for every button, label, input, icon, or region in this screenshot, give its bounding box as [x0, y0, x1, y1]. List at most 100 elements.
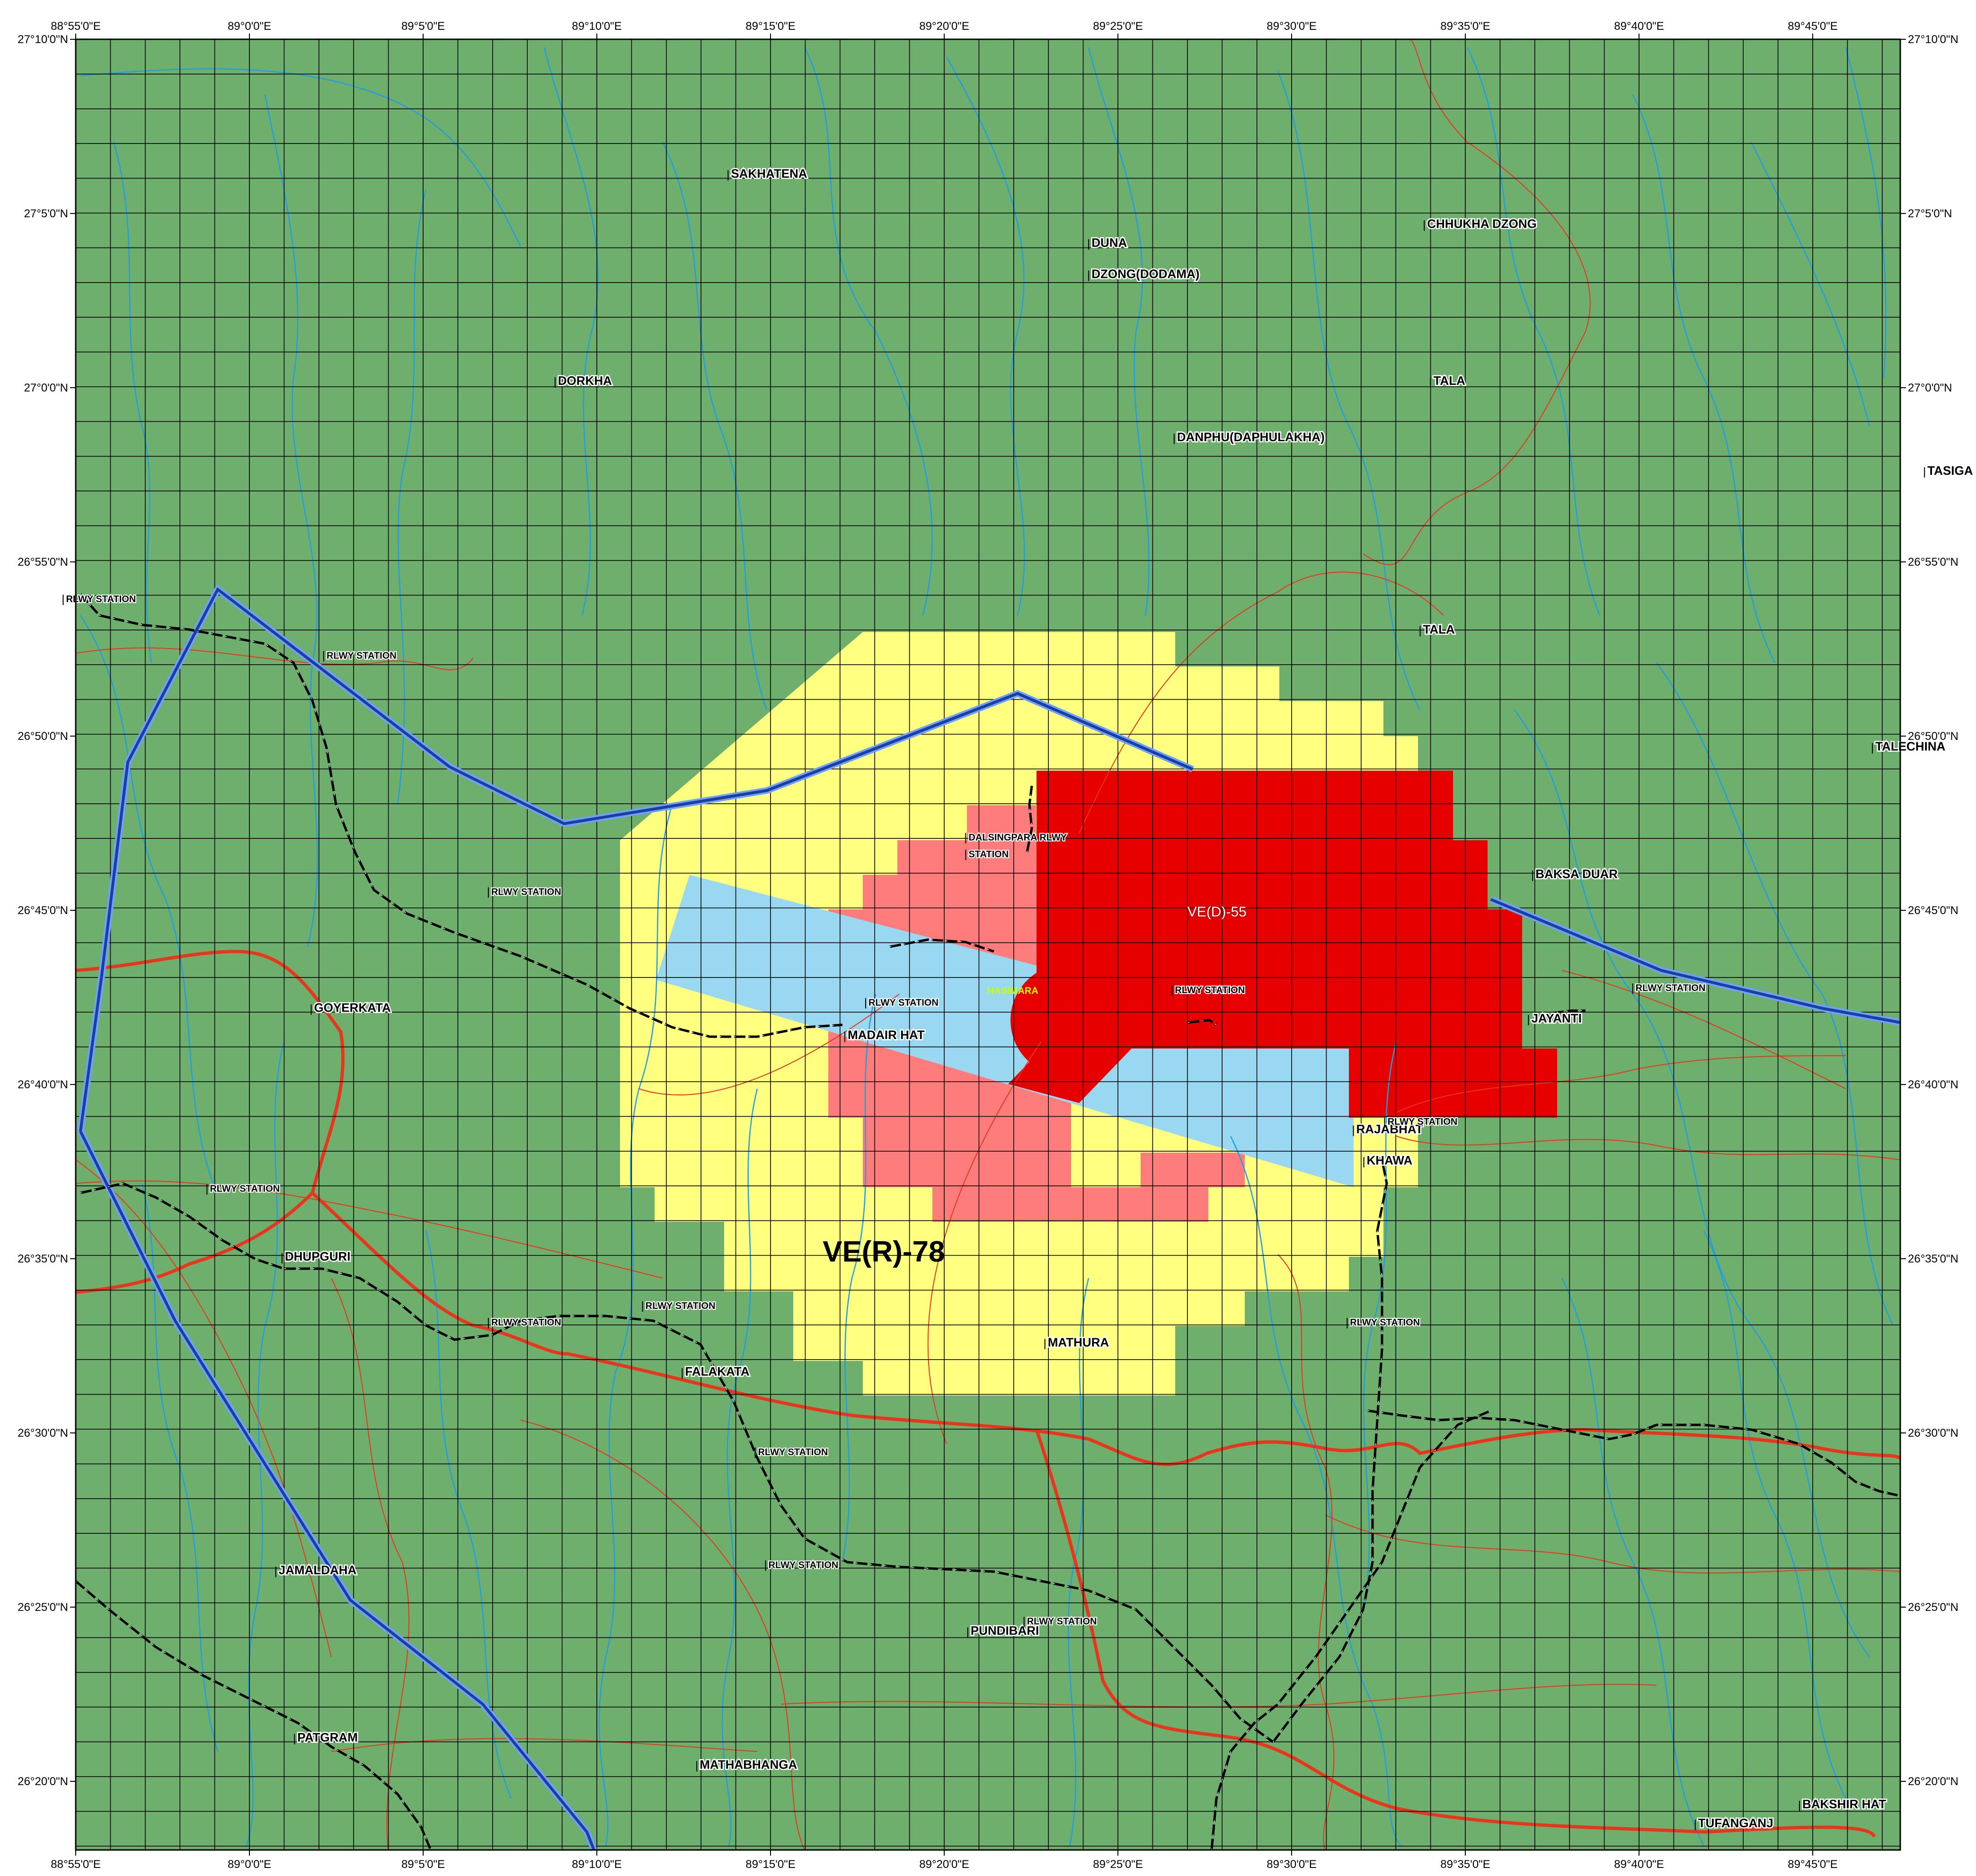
road-8: [331, 1278, 410, 1850]
place-baksa-duar: BAKSA DUAR: [1535, 867, 1618, 881]
station-rlwy-12: RLWY STATION: [758, 1447, 828, 1458]
place-tufanganj: TUFANGANJ: [1698, 1816, 1773, 1830]
lon-tick-top-9: 89°40'0"E: [1614, 20, 1664, 33]
river-27: [1561, 1278, 1705, 1847]
station-rlwy-8: RLWY STATION: [210, 1183, 280, 1194]
labels-layer: SAKHATENA CHHUKHA DZONG DUNA DZONG(DODAMA) D…: [62, 165, 1974, 1831]
station-rlwy-7: RLWY STATION: [1388, 1117, 1458, 1127]
river-18: [721, 1088, 758, 1847]
river-11: [1466, 47, 1601, 616]
main-road-3: [1035, 1429, 1876, 1838]
lon-tick-top-4: 89°15'0"E: [745, 20, 795, 33]
lon-tick-top-6: 89°25'0"E: [1093, 20, 1143, 33]
road-16: [1561, 970, 1846, 1089]
place-falakata: FALAKATA: [685, 1364, 749, 1378]
lat-tick-left-1: 27°5'0"N: [24, 207, 68, 220]
lon-tick-top-1: 89°0'0"E: [228, 20, 271, 33]
road-7: [1396, 1055, 1846, 1113]
place-madair-hat: MADAIR HAT: [848, 1028, 925, 1042]
river-4: [397, 189, 427, 805]
lon-tick-bottom-5: 89°20'0"E: [919, 1858, 969, 1871]
place-patgram: PATGRAM: [297, 1730, 358, 1744]
road-1: [75, 647, 474, 670]
lat-tick-right-8: 26°30'0"N: [1908, 1427, 1958, 1440]
red-zone-ver-d-55: [1037, 771, 1557, 1118]
place-tala-2: TALA: [1423, 622, 1455, 636]
lat-tick-left-0: 27°10'0"N: [18, 33, 68, 46]
place-jamaldaha: JAMALDAHA: [279, 1563, 357, 1577]
river-3: [264, 94, 318, 947]
lat-tick-right-3: 26°55'0"N: [1908, 556, 1958, 569]
station-rlwy-2: RLWY STATION: [327, 650, 397, 661]
railway-7: [1272, 1154, 1388, 1743]
lat-tick-left-4: 26°50'0"N: [18, 730, 68, 743]
place-rajabhat-khawa-1: RAJABHAT: [1356, 1122, 1423, 1136]
axis-ticks: 88°55'0"E 88°55'0"E 89°0'0"E 89°0'0"E 89°5'0…: [18, 20, 1958, 1871]
river-22: [1362, 1041, 1397, 1610]
lat-tick-right-7: 26°35'0"N: [1908, 1253, 1958, 1265]
lon-tick-bottom-2: 89°5'0"E: [401, 1858, 445, 1871]
border-layer: [77, 584, 1901, 1851]
station-rlwy-4: RLWY STATION: [868, 997, 939, 1008]
river-17: [598, 804, 673, 1847]
lat-tick-left-8: 26°30'0"N: [18, 1427, 68, 1440]
station-rlwy-13: RLWY STATION: [769, 1560, 839, 1570]
main-road-1: [75, 950, 1901, 1466]
railways-layer: [75, 593, 1901, 1850]
lon-tick-top-7: 89°30'0"E: [1267, 20, 1316, 33]
place-duna-dzong-2: DZONG(DODAMA): [1091, 267, 1199, 281]
river-7: [804, 47, 933, 616]
station-rlwy-5: RLWY STATION: [1175, 985, 1245, 996]
place-mathura: MATHURA: [1048, 1335, 1109, 1349]
railway-ties-3: [1027, 785, 1032, 853]
lon-tick-bottom-6: 89°25'0"E: [1093, 1858, 1143, 1871]
place-chhukha-dzong: CHHUKHA DZONG: [1427, 217, 1537, 231]
graticule-grid: [75, 39, 1900, 1850]
lat-tick-right-2: 27°0'0"N: [1908, 382, 1952, 394]
road-6: [1396, 1136, 1901, 1160]
place-dhupguri: DHUPGURI: [285, 1249, 351, 1263]
lat-tick-right-5: 26°45'0"N: [1908, 904, 1958, 917]
place-tasiga: TASIGA: [1927, 463, 1973, 478]
station-rlwy-11: RLWY STATION: [1350, 1317, 1420, 1328]
river-19: [842, 994, 877, 1563]
road-13: [1325, 1514, 1901, 1574]
railway-1: [80, 593, 843, 1038]
place-talechina: TALECHINA: [1875, 739, 1946, 754]
map-frame: [75, 38, 1901, 1851]
station-dalsingpara-1: DALSINGPARA RLWY: [968, 833, 1067, 843]
lon-tick-top-3: 89°10'0"E: [572, 20, 621, 33]
lat-tick-left-9: 26°25'0"N: [18, 1601, 68, 1614]
place-danphu: DANPHU(DAPHULAKHA): [1177, 430, 1325, 444]
lat-tick-right-4: 26°50'0"N: [1908, 730, 1958, 743]
airspace-zones: [620, 632, 1557, 1396]
station-rlwy-10: RLWY STATION: [646, 1301, 716, 1311]
roads-layer: [75, 39, 1901, 1850]
station-dalsingpara-2: STATION: [968, 849, 1009, 860]
place-pundibari: PUNDIBARI: [971, 1624, 1039, 1638]
place-mathabhanga: MATHABHANGA: [700, 1757, 797, 1771]
border-line-2: [79, 1130, 595, 1851]
lat-tick-right-0: 27°10'0"N: [1908, 33, 1958, 46]
lat-tick-left-5: 26°45'0"N: [18, 904, 68, 917]
river-13: [1750, 142, 1870, 427]
river-6: [662, 142, 768, 711]
zone-label-ver-d-55: VE(D)-55: [1187, 904, 1247, 920]
lon-tick-bottom-8: 89°35'0"E: [1440, 1858, 1490, 1871]
river-9: [1088, 47, 1150, 616]
border-line-3: [1490, 898, 1901, 1024]
runway-sector: [656, 875, 1354, 1187]
river-15: [1514, 710, 1870, 1657]
lat-tick-left-3: 26°55'0"N: [18, 556, 68, 569]
station-rlwy-1: RLWY STATION: [66, 594, 136, 605]
place-bakshir-hat: BAKSHIR HAT: [1802, 1797, 1886, 1811]
place-sakhatena: SAKHATENA: [731, 167, 807, 181]
railway-4: [1187, 1019, 1217, 1026]
lat-tick-right-10: 26°20'0"N: [1908, 1775, 1958, 1788]
river-8: [946, 56, 1025, 616]
lon-tick-bottom-4: 89°15'0"E: [745, 1858, 795, 1871]
main-road-2: [75, 1191, 314, 1294]
base-label-hasimara: HASIMARA: [987, 986, 1038, 996]
river-26: [80, 615, 214, 1184]
